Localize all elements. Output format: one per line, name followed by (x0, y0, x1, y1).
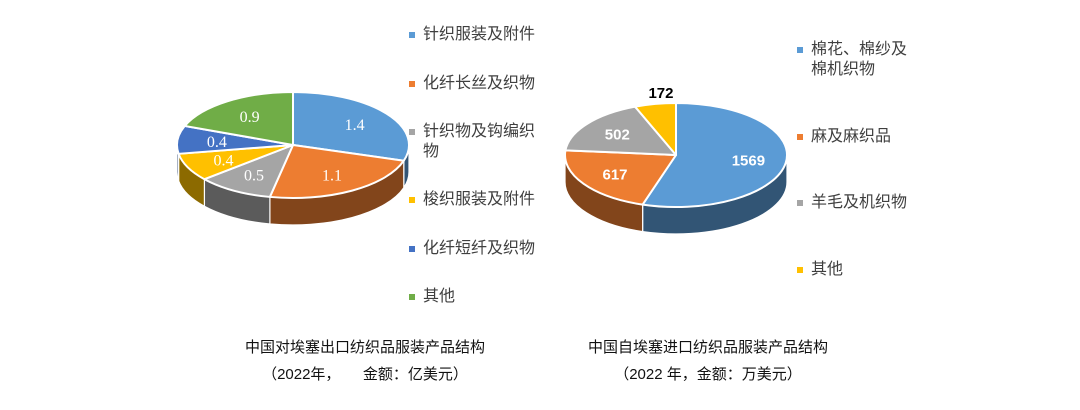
pie-slice (292, 91, 410, 162)
legend-label: 化纤长丝及织物 (423, 74, 536, 92)
pie-data-label: 1.4 (345, 117, 365, 134)
legend-label: 棉花、棉纱及棉机织物 (811, 41, 908, 78)
import-chart-subtitle: （2022 年，金额：万美元） (614, 366, 802, 383)
legend-swatch-icon (409, 129, 415, 136)
legend-item: 化纤短纤及织物 (409, 239, 547, 259)
legend-item: 其他 (409, 287, 547, 307)
export-legend: 针织服装及附件 化纤长丝及织物针织物及钩编织物梭织服装及附件 化纤短纤及织物 其他 (409, 25, 547, 307)
legend-swatch-icon (409, 245, 415, 252)
pie-data-label: 502 (605, 127, 630, 144)
legend-swatch-icon (409, 294, 415, 301)
legend-item: 羊毛及机织物 (797, 193, 919, 213)
legend-swatch-icon (409, 32, 415, 38)
import-caption: 中国自埃塞进口纺织品服装产品结构 （2022 年，金额：万美元） (518, 334, 898, 388)
pie-slice (564, 149, 677, 206)
pie-slice (268, 144, 405, 199)
legend-label: 针织物及钩编织物 (423, 123, 536, 160)
export-pie-3d: 1.4 1.1 0.5 0.40.4 0.9 (176, 91, 410, 226)
legend-swatch-icon (409, 80, 415, 87)
export-chart-subtitle: （2022年， 金额：亿美元） (262, 366, 468, 383)
pie-slice (634, 102, 677, 156)
export-caption: 中国对埃塞出口纺织品服装产品结构 （2022年， 金额：亿美元） (175, 334, 555, 388)
import-chart-title: 中国自埃塞进口纺织品服装产品结构 (587, 339, 828, 356)
pie-slice (183, 91, 294, 146)
legend-swatch-icon (797, 47, 803, 53)
legend-swatch-icon (409, 197, 415, 204)
legend-item: 针织服装及附件 (409, 25, 547, 45)
legend-label: 其他 (811, 261, 844, 279)
legend-item: 棉花、棉纱及棉机织物 (797, 40, 919, 79)
legend-item: 麻及麻织品 (797, 127, 919, 147)
pie-data-label: 1569 (732, 152, 765, 169)
pie-data-label: 0.4 (214, 152, 234, 169)
legend-swatch-icon (797, 267, 803, 274)
legend-item: 梭织服装及附件 (409, 190, 547, 210)
pie-data-label: 1.1 (322, 168, 342, 185)
legend-label: 其他 (423, 288, 456, 306)
pie-slice (641, 102, 788, 208)
legend-item: 化纤长丝及织物 (409, 74, 547, 94)
export-chart-title: 中国对埃塞出口纺织品服装产品结构 (244, 339, 485, 356)
legend-label: 麻及麻织品 (811, 127, 892, 145)
import-pie-3d: 1569 617 502 172 (564, 85, 788, 235)
import-legend: 棉花、棉纱及棉机织物麻及麻织品羊毛及机织物 其他 (797, 40, 919, 280)
legend-item: 针织物及钩编织物 (409, 122, 547, 161)
pie-data-label: 172 (648, 85, 673, 102)
pie-data-label: 0.9 (240, 109, 260, 126)
pie-slice (564, 105, 677, 156)
pie-data-label: 617 (603, 166, 628, 183)
pie-data-label: 0.5 (244, 168, 264, 185)
legend-label: 化纤短纤及织物 (423, 239, 536, 257)
legend-swatch-icon (797, 133, 803, 140)
legend-swatch-icon (797, 200, 803, 207)
legend-label: 梭织服装及附件 (423, 191, 536, 209)
legend-label: 针织服装及附件 (423, 26, 536, 43)
pie-data-label: 0.4 (207, 134, 227, 151)
legend-item: 其他 (797, 260, 919, 280)
legend-label: 羊毛及机织物 (811, 194, 908, 212)
